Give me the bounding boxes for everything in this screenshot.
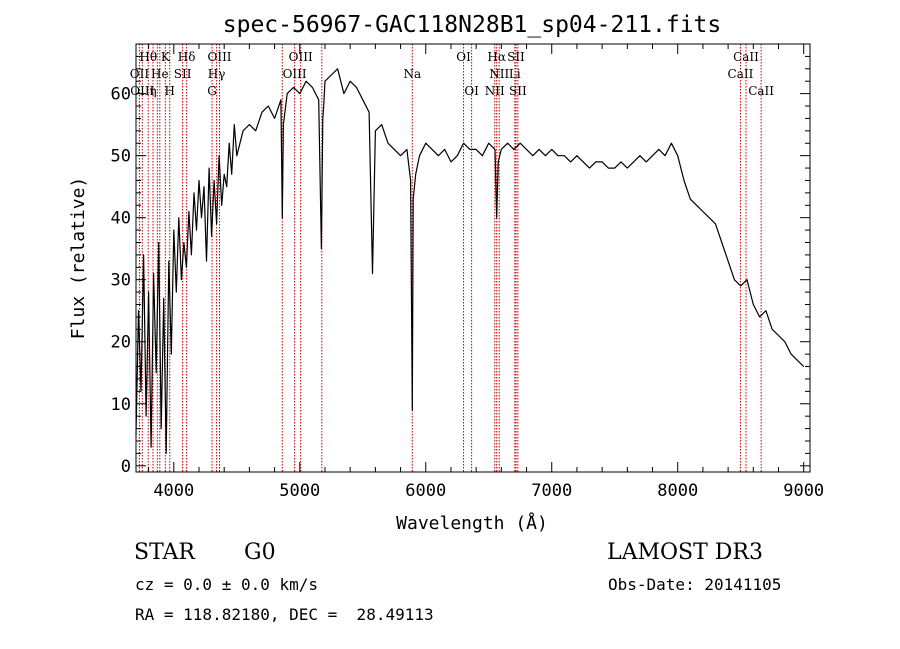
spectrum-series bbox=[135, 68, 805, 454]
object-subclass: G0 bbox=[244, 540, 276, 565]
spectral-line-label: OIII bbox=[283, 67, 307, 81]
spectral-line-label: OII bbox=[130, 67, 150, 81]
spectral-line-label: SII bbox=[507, 50, 525, 64]
coordinates: RA = 118.82180, DEC = 28.49113 bbox=[135, 605, 434, 624]
obs-date: Obs-Date: 20141105 bbox=[608, 575, 782, 594]
spectral-line-label: OI bbox=[456, 50, 471, 64]
x-tick-label: 7000 bbox=[531, 481, 572, 501]
y-tick-label: 0 bbox=[121, 457, 131, 477]
spectral-line-label: He bbox=[151, 67, 169, 81]
spectral-line-label: OI bbox=[464, 84, 479, 98]
spectral-line-label: Hγ bbox=[208, 67, 226, 81]
spectral-line-label: Na bbox=[403, 67, 421, 81]
x-tick-label: 9000 bbox=[783, 481, 824, 501]
axis-ticks: 4000 5000 6000 7000 8000 9000 0 10 20 30 40 50 60 bbox=[111, 44, 824, 501]
spectral-line-label: NII bbox=[485, 84, 505, 98]
x-tick-label: 8000 bbox=[657, 481, 698, 501]
spectral-line-label: CaII bbox=[748, 84, 774, 98]
spectral-line-label: OIII bbox=[289, 50, 313, 64]
spectral-line-label: CaII bbox=[728, 67, 754, 81]
spectral-line-label: SII bbox=[174, 67, 192, 81]
x-axis-label: Wavelength (Å) bbox=[396, 512, 548, 534]
y-tick-label: 50 bbox=[111, 147, 131, 167]
redshift-readout: cz = 0.0 ± 0.0 km/s bbox=[135, 575, 319, 594]
spectral-line-label: G bbox=[207, 84, 217, 98]
spectral-line-markers bbox=[138, 44, 762, 472]
spectral-line-label: H bbox=[165, 84, 175, 98]
spectral-line-label: OIII bbox=[207, 50, 231, 64]
spectral-line-label: Hδ bbox=[178, 50, 196, 64]
spectral-line-label: SII bbox=[509, 84, 527, 98]
spectral-line-label: CaII bbox=[733, 50, 759, 64]
y-tick-label: 60 bbox=[111, 85, 131, 105]
spectrum-line bbox=[135, 68, 805, 454]
survey-name: LAMOST DR3 bbox=[607, 540, 763, 565]
x-tick-label: 6000 bbox=[405, 481, 446, 501]
y-tick-label: 40 bbox=[111, 209, 131, 229]
spectral-line-label: K bbox=[161, 50, 171, 64]
spectral-line-label: η bbox=[149, 84, 156, 98]
chart-title: spec-56967-GAC118N28B1_sp04-211.fits bbox=[223, 12, 722, 38]
spectral-line-label: Hθ bbox=[139, 50, 157, 64]
spectral-line-label: NII bbox=[489, 67, 509, 81]
spectral-line-label: Hα bbox=[487, 50, 506, 64]
y-tick-label: 10 bbox=[111, 395, 131, 415]
plot-frame bbox=[135, 43, 811, 473]
x-tick-label: 4000 bbox=[153, 481, 194, 501]
y-axis-label: Flux (relative) bbox=[68, 177, 89, 340]
x-tick-label: 5000 bbox=[279, 481, 320, 501]
y-tick-label: 30 bbox=[111, 271, 131, 291]
y-tick-label: 20 bbox=[111, 333, 131, 353]
object-class: STAR bbox=[134, 540, 195, 565]
spectral-line-label: Li bbox=[509, 67, 521, 81]
